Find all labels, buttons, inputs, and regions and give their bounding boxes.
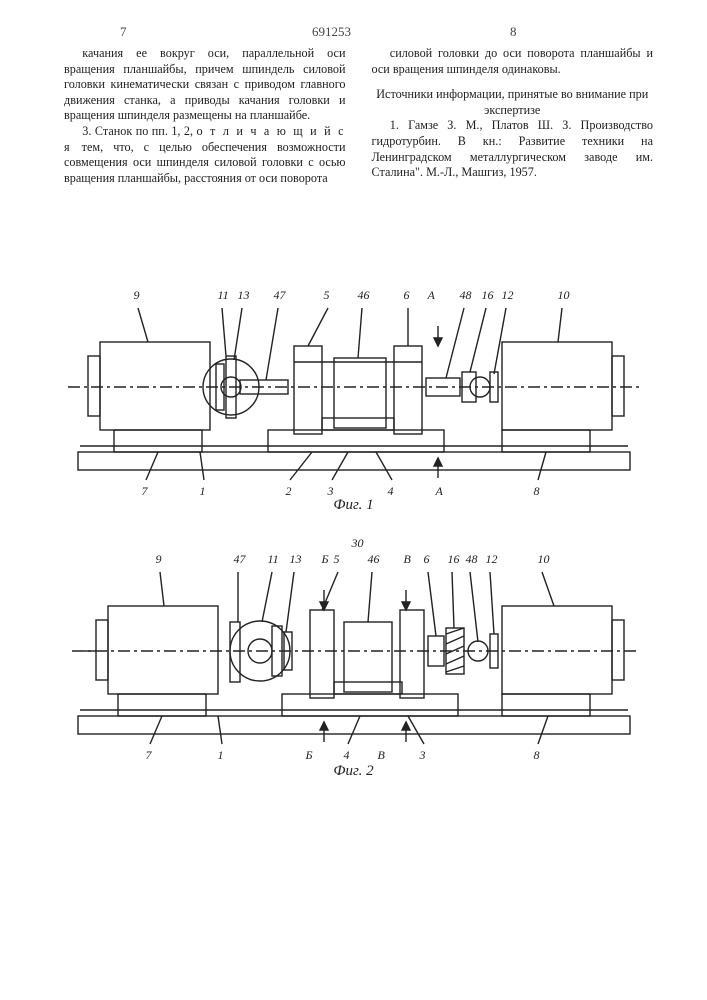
callout-label: 12 <box>486 552 498 567</box>
left-p2: 3. Станок по пп. 1, 2, о т л и ч а ю щ и… <box>64 124 346 186</box>
body-text: качания ее вокруг оси, параллельной оси … <box>64 46 653 186</box>
right-p2: Источники информации, принятые во вниман… <box>372 87 654 118</box>
callout-label: 47 <box>234 552 246 567</box>
callout-label: 11 <box>268 552 279 567</box>
callout-label: 5 <box>324 288 330 303</box>
callout-label: 46 <box>368 552 380 567</box>
patent-number: 691253 <box>312 24 351 40</box>
callout-label: 10 <box>558 288 570 303</box>
callout-label: 11 <box>218 288 229 303</box>
callout-label: 47 <box>274 288 286 303</box>
callout-label: 16 <box>448 552 460 567</box>
fig2-top30: 30 <box>352 536 364 551</box>
figure-2-caption: Фиг. 2 <box>48 763 660 780</box>
callout-label: 9 <box>156 552 162 567</box>
callout-label: 46 <box>358 288 370 303</box>
figure-1: 91113475466А4816121071234А8 <box>48 286 660 510</box>
callout-label: В <box>404 552 411 567</box>
callout-label: 10 <box>538 552 550 567</box>
callout-label: 12 <box>502 288 514 303</box>
callout-label: 6 <box>404 288 410 303</box>
callout-label: 16 <box>482 288 494 303</box>
callout-label: 6 <box>424 552 430 567</box>
figure-2: 30 9471113Б546В61648121071Б4В38 <box>48 550 660 776</box>
right-p3: 1. Гамзе З. М., Платов Ш. З. Производств… <box>372 118 654 180</box>
left-p1: качания ее вокруг оси, параллельной оси … <box>64 46 346 124</box>
page: 7 691253 8 качания ее вокруг оси, паралл… <box>0 0 707 1000</box>
figures-area: 91113475466А4816121071234А8 <box>46 286 661 806</box>
figure-1-svg <box>48 302 660 492</box>
column-right: силовой головки до оси поворота планшайб… <box>372 46 654 186</box>
right-p1: силовой головки до оси поворота планшайб… <box>372 46 654 77</box>
page-number-right: 8 <box>510 24 517 40</box>
page-number-left: 7 <box>120 24 127 40</box>
figure-2-svg <box>48 566 660 756</box>
figure-1-caption: Фиг. 1 <box>48 497 660 514</box>
callout-label: 13 <box>238 288 250 303</box>
callout-label: 13 <box>290 552 302 567</box>
callout-label: 48 <box>460 288 472 303</box>
callout-label: 5 <box>334 552 340 567</box>
callout-label: А <box>428 288 435 303</box>
callout-label: 48 <box>466 552 478 567</box>
column-left: качания ее вокруг оси, параллельной оси … <box>64 46 346 186</box>
callout-label: Б <box>322 552 329 567</box>
callout-label: 9 <box>134 288 140 303</box>
